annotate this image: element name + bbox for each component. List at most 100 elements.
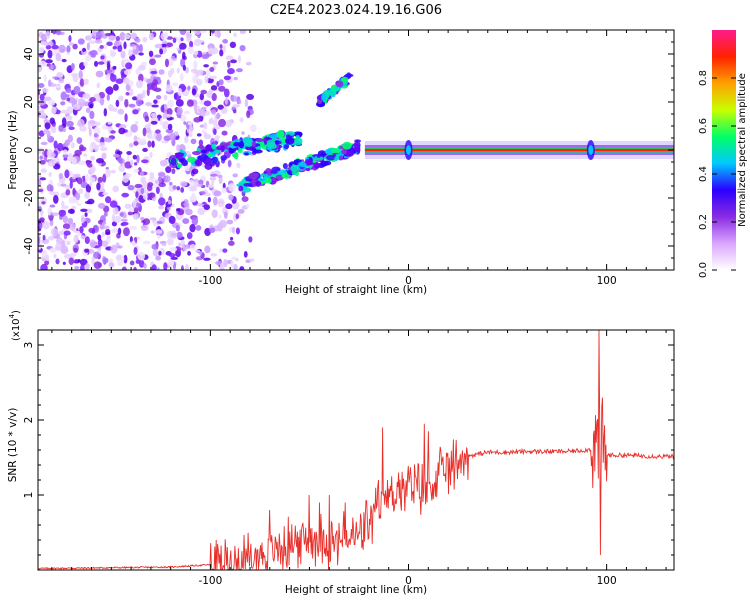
noise-blob [81,175,86,183]
noise-blob [101,152,107,160]
descending-branch-blob [320,160,329,167]
noise-blob [96,182,101,191]
noise-blob [78,160,86,166]
noise-blob [105,73,111,81]
noise-blob [110,244,118,254]
noise-blob [99,223,105,230]
noise-blob [53,253,57,259]
noise-blob [38,99,46,106]
noise-blob [101,125,109,130]
descending-branch-blob [282,162,288,170]
noise-blob [150,70,158,75]
noise-blob [165,84,173,93]
noise-blob [115,99,120,108]
colorbar-tick-label: 0.4 [698,166,709,182]
rising-branch-blob [288,140,294,144]
noise-blob [109,200,118,208]
noise-blob [57,142,64,152]
colorbar-tick-label: 0.8 [698,70,709,86]
noise-blob [93,60,99,67]
noise-blob [157,171,166,178]
noise-blob [106,41,113,46]
noise-blob [165,166,172,174]
noise-blob [203,257,211,261]
noise-blob [147,140,152,148]
noise-blob [133,168,140,173]
noise-blob [94,144,99,153]
noise-blob [241,131,245,135]
noise-blob [38,206,43,213]
noise-blob [108,262,115,268]
noise-blob [196,78,203,86]
noise-blob [46,184,53,192]
noise-blob [222,248,228,253]
noise-blob [132,45,137,50]
y-tick-label: 1 [23,492,35,499]
noise-blob [210,85,218,91]
noise-blob [123,227,130,237]
noise-blob [212,196,218,206]
noise-blob [239,117,244,123]
spectrogram-ylabel: Frequency (Hz) [7,110,19,189]
noise-blob [185,208,193,216]
noise-blob [50,64,54,70]
colorbar-ticks: 0.0 0.2 0.4 0.6 0.8 [698,70,736,278]
noise-blob [118,95,124,102]
descending-branch-blob [342,141,352,150]
snr-ylabel: SNR (10 * v/v) [7,408,19,483]
y-tick-label: -40 [23,237,35,254]
noise-blob [112,185,120,193]
noise-blob [89,177,96,183]
noise-blob [197,183,203,187]
noise-blob [93,261,102,270]
noise-blob [38,90,41,96]
noise-blob [69,222,76,231]
noise-blob [102,173,107,183]
noise-blob [188,133,193,138]
noise-blob [68,41,74,46]
noise-blob [168,200,172,205]
noise-blob [213,190,222,197]
noise-blob [227,159,232,168]
noise-blob [55,52,62,62]
noise-blob [88,120,96,125]
noise-blob [155,95,162,100]
snr-ticks: -100 0 100 1 2 3 [23,330,674,587]
noise-blob [130,123,139,133]
rising-branch-blob [238,141,245,149]
noise-blob [54,76,59,81]
noise-blob [69,252,77,257]
noise-blob [63,253,72,259]
noise-blob [90,155,96,161]
noise-blob [129,225,137,230]
noise-blob [193,117,202,123]
rising-branch-blob [245,146,252,151]
noise-blob [169,247,178,252]
noise-blob [159,117,163,126]
colorbar: 0.0 0.2 0.4 0.6 0.8 Normalized spectral ampl… [698,30,748,278]
noise-blob [157,234,161,240]
noise-blob [106,94,110,101]
noise-blob [203,122,208,130]
noise-blob [63,157,68,161]
spectrogram-xlabel: Height of straight line (km) [285,284,427,296]
noise-blob [154,54,162,58]
noise-blob [176,231,183,239]
noise-blob [63,230,71,236]
y-tick-label: 2 [23,417,35,424]
upper-streak-blob [346,72,352,79]
noise-blob [89,110,95,120]
noise-blob [149,217,157,221]
noise-blob [193,103,198,111]
noise-blob [159,159,168,167]
noise-blob [233,76,238,81]
descending-branch-blob [316,153,321,158]
noise-blob [169,181,173,186]
noise-blob [142,36,148,43]
descending-branch-blob [260,173,265,177]
noise-blob [121,192,130,198]
noise-blob [79,144,84,152]
noise-blob [134,37,141,43]
noise-blob [133,140,139,146]
noise-blob [176,208,181,212]
